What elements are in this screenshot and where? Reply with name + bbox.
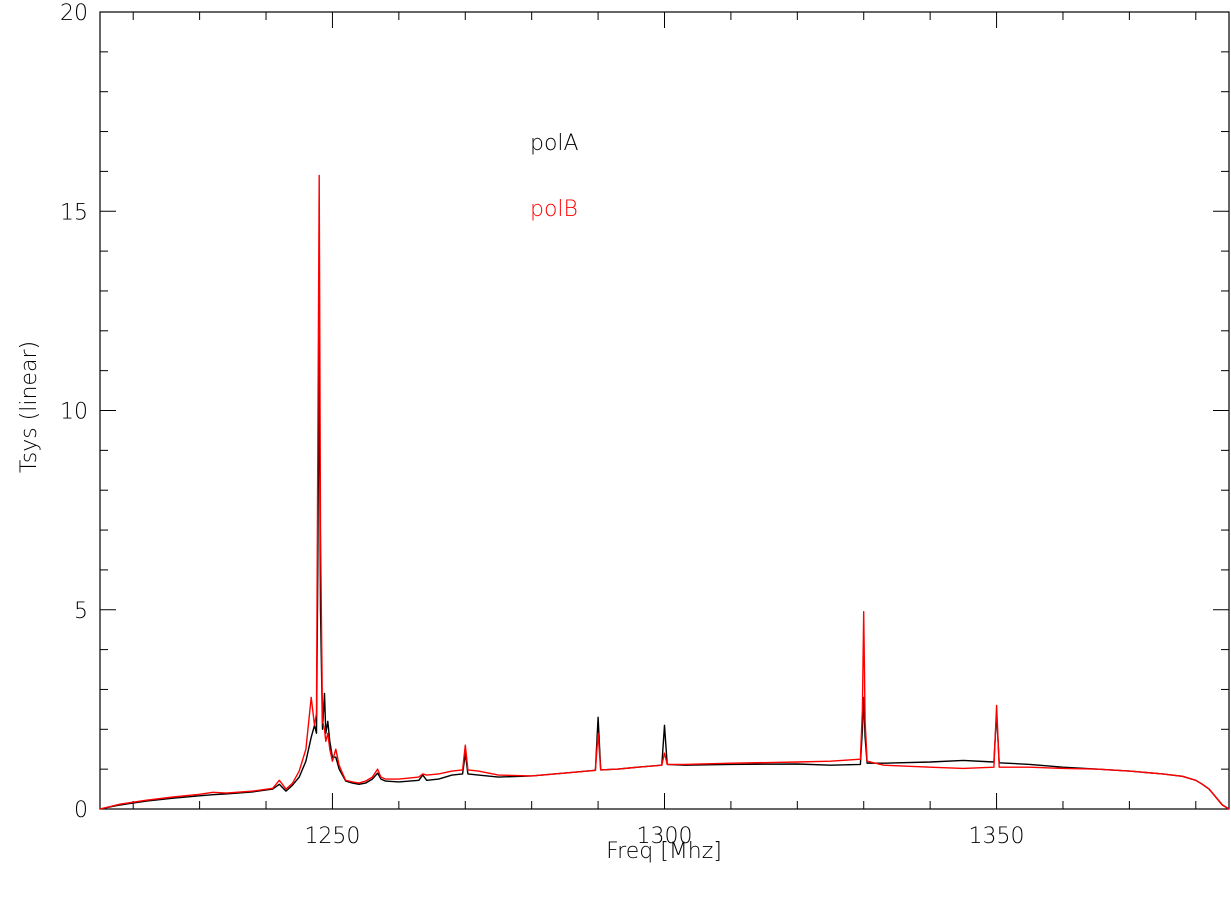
series-line-polA — [99, 334, 1230, 810]
series-lines — [99, 174, 1230, 810]
legend: polA polB — [530, 131, 579, 222]
y-tick-label: 5 — [74, 599, 88, 624]
y-axis-title: Tsys (linear) — [17, 341, 42, 473]
y-tick-label: 15 — [60, 200, 88, 225]
y-tick-label: 10 — [60, 400, 88, 425]
x-axis-title: Freq [Mhz] — [606, 839, 722, 864]
series-line-polB — [99, 174, 1230, 810]
legend-label-polA: polA — [530, 131, 579, 156]
plot-area-border — [99, 11, 1230, 810]
plot-frame — [99, 11, 1230, 810]
y-axis-ticks: 0 5 10 15 20 — [60, 1, 1229, 823]
x-tick-label: 1350 — [969, 824, 1025, 849]
y-tick-label: 0 — [74, 798, 88, 823]
x-axis-ticks: 1250 1300 1350 — [132, 12, 1197, 849]
y-tick-label: 20 — [60, 1, 88, 26]
x-tick-label: 1250 — [304, 824, 360, 849]
legend-label-polB: polB — [530, 197, 578, 222]
x-tick-label: 1300 — [637, 824, 693, 849]
